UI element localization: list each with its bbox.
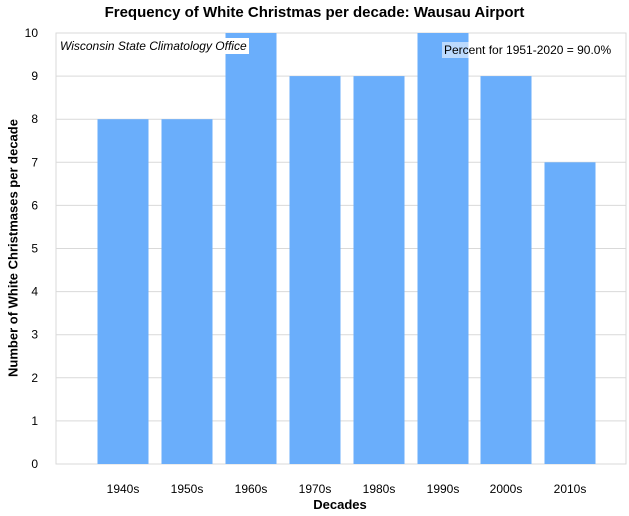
x-tick-label: 1950s (171, 482, 204, 496)
y-tick-label: 4 (31, 285, 38, 299)
bar (289, 76, 341, 464)
chart-title: Frequency of White Christmas per decade:… (104, 4, 525, 21)
x-tick-label: 1960s (235, 482, 268, 496)
percent-annotation: Percent for 1951-2020 = 90.0% (442, 42, 614, 58)
y-tick-label: 6 (31, 198, 38, 212)
y-tick-label: 3 (31, 328, 38, 342)
y-tick-label: 2 (31, 371, 38, 385)
y-axis-label: Number of White Christmases per decade (5, 119, 21, 377)
y-tick-label: 1 (31, 414, 38, 428)
bar (544, 162, 596, 465)
source-annotation: Wisconsin State Climatology Office (58, 38, 249, 54)
x-tick-label: 1990s (427, 482, 460, 496)
bar (353, 76, 405, 464)
bar (161, 119, 213, 464)
x-tick-label: 2000s (490, 482, 523, 496)
bar (97, 119, 149, 464)
y-tick-label: 10 (25, 26, 39, 40)
bar (480, 76, 532, 464)
x-axis-label: Decades (313, 497, 367, 512)
x-tick-label: 1980s (363, 482, 396, 496)
plot-border (55, 32, 627, 465)
bar (225, 33, 277, 464)
x-tick-label: 2010s (554, 482, 587, 496)
y-tick-label: 9 (31, 69, 38, 83)
y-tick-label: 7 (31, 155, 38, 169)
y-tick-label: 5 (31, 242, 38, 256)
x-tick-label: 1940s (107, 482, 140, 496)
x-tick-label: 1970s (299, 482, 332, 496)
y-tick-label: 0 (31, 457, 38, 471)
y-tick-label: 8 (31, 112, 38, 126)
bar (417, 33, 469, 464)
